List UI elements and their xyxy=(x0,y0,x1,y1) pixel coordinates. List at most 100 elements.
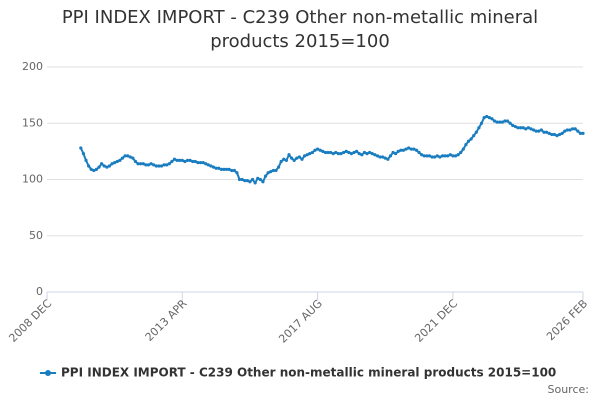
data-point xyxy=(578,131,582,135)
data-point xyxy=(404,147,408,151)
data-point xyxy=(386,157,390,161)
data-point xyxy=(370,152,374,156)
data-point xyxy=(446,154,450,158)
data-point xyxy=(162,163,166,167)
data-point xyxy=(89,167,93,171)
data-point xyxy=(235,171,239,175)
data-point xyxy=(490,117,494,121)
data-point xyxy=(214,166,218,170)
data-point xyxy=(466,139,471,143)
data-point xyxy=(248,180,252,184)
data-point xyxy=(469,137,473,141)
y-tick-label: 200 xyxy=(22,60,43,73)
data-point xyxy=(308,152,312,156)
data-point xyxy=(232,168,236,173)
data-point xyxy=(570,127,575,131)
data-point xyxy=(508,121,512,125)
data-point xyxy=(297,155,301,159)
data-point xyxy=(102,164,106,168)
data-point xyxy=(537,129,541,133)
data-point xyxy=(81,152,86,156)
source: Source: xyxy=(548,383,590,396)
data-point xyxy=(485,114,489,119)
data-point xyxy=(544,130,549,134)
data-point xyxy=(144,163,148,167)
data-point xyxy=(269,170,273,174)
data-point xyxy=(555,134,559,138)
data-point xyxy=(133,159,138,164)
data-point xyxy=(472,134,476,138)
data-point xyxy=(516,126,520,130)
data-point xyxy=(206,163,210,167)
data-point xyxy=(191,159,195,164)
data-point xyxy=(310,150,314,155)
data-point xyxy=(352,150,356,155)
data-point xyxy=(237,177,242,182)
data-point xyxy=(302,154,307,158)
data-point xyxy=(451,154,455,158)
data-point xyxy=(118,158,122,162)
data-point xyxy=(336,152,341,156)
data-point xyxy=(568,128,572,132)
data-point xyxy=(334,150,338,155)
data-point xyxy=(178,158,182,162)
data-point xyxy=(498,120,502,124)
x-tick-label: 2017 AUG xyxy=(276,297,325,346)
data-point xyxy=(511,123,515,128)
data-point xyxy=(581,131,585,135)
data-point xyxy=(198,161,203,165)
data-point xyxy=(321,149,325,153)
data-point xyxy=(539,128,543,132)
data-point xyxy=(100,162,104,166)
data-point xyxy=(425,154,429,158)
data-point xyxy=(113,161,117,165)
data-point xyxy=(456,153,460,157)
data-point xyxy=(316,147,320,151)
data-point xyxy=(149,162,153,166)
data-point xyxy=(342,150,346,155)
data-point xyxy=(427,154,432,158)
data-point xyxy=(167,162,171,166)
data-point xyxy=(292,158,296,162)
data-point xyxy=(518,126,523,130)
data-point xyxy=(362,150,367,155)
data-point xyxy=(211,165,216,169)
data-point xyxy=(266,171,270,175)
data-point xyxy=(128,155,132,159)
data-point xyxy=(170,159,174,164)
data-point xyxy=(396,149,400,153)
data-point xyxy=(282,157,286,161)
data-point xyxy=(373,153,377,157)
data-point xyxy=(401,148,406,152)
chart-title: PPI INDEX IMPORT - C239 Other non-metall… xyxy=(61,7,539,52)
data-point xyxy=(284,158,288,162)
data-point xyxy=(526,126,530,130)
data-point xyxy=(84,158,88,162)
data-point xyxy=(529,127,533,131)
data-point xyxy=(503,119,507,123)
data-point xyxy=(219,167,223,171)
data-point xyxy=(115,159,119,164)
data-point xyxy=(542,130,546,134)
data-point xyxy=(141,162,145,166)
data-point xyxy=(240,177,244,182)
legend-label: PPI INDEX IMPORT - C239 Other non-metall… xyxy=(61,366,556,380)
data-point xyxy=(250,177,255,182)
data-point xyxy=(414,148,419,152)
data-point xyxy=(243,179,247,183)
data-point xyxy=(217,166,221,170)
data-point xyxy=(560,131,564,135)
data-point xyxy=(492,119,497,123)
data-point xyxy=(505,119,510,123)
data-point xyxy=(123,154,127,158)
data-point xyxy=(357,152,361,156)
data-point xyxy=(180,158,184,162)
data-point xyxy=(422,154,426,158)
data-point xyxy=(479,121,484,125)
data-line xyxy=(79,115,583,185)
data-point xyxy=(365,152,369,156)
data-point xyxy=(175,158,179,162)
data-point xyxy=(440,154,445,158)
data-point xyxy=(185,158,190,162)
